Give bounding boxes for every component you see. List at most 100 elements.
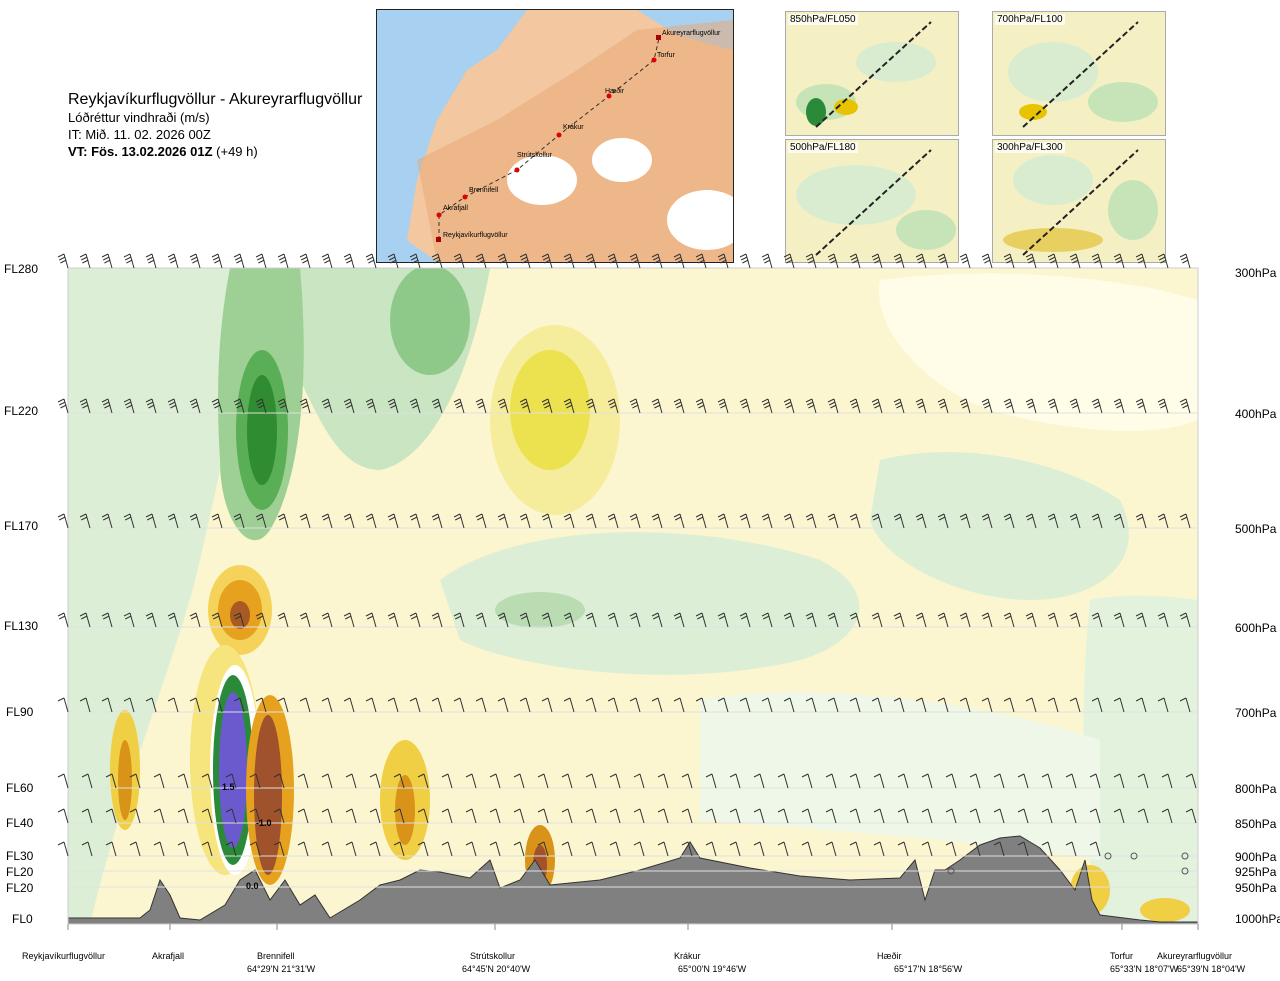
- wind-barb: [321, 513, 333, 529]
- wind-barb: [629, 513, 641, 529]
- panel-bg: [786, 140, 958, 262]
- wind-barb: [541, 398, 553, 414]
- wind-barb: [827, 513, 839, 529]
- wind-barb: [1185, 773, 1197, 789]
- wind-barb: [1157, 513, 1169, 529]
- wind-barb: [633, 808, 645, 824]
- wind-barb: [101, 398, 113, 414]
- wind-barb: [201, 841, 213, 857]
- wind-barb: [211, 612, 223, 628]
- wind-barb: [537, 841, 549, 857]
- wind-barb: [1003, 398, 1015, 414]
- wind-barb: [805, 612, 817, 628]
- wind-barb: [607, 697, 619, 713]
- wind-barb: [475, 513, 487, 529]
- wind-barb: [761, 697, 773, 713]
- wind-barb: [79, 513, 91, 529]
- wind-barb: [489, 773, 501, 789]
- wind-barb: [681, 773, 693, 789]
- hpa-label: 925hPa: [1235, 865, 1277, 879]
- wind-barb: [343, 697, 355, 713]
- wind-barb: [101, 253, 113, 269]
- panel-700hpa: 700hPa/FL100: [992, 11, 1166, 136]
- panel-label: 700hPa/FL100: [995, 14, 1065, 25]
- wind-barb: [321, 612, 333, 628]
- hpa-label: 500hPa: [1235, 522, 1277, 536]
- wind-barb: [1091, 398, 1103, 414]
- wind-barb: [475, 612, 487, 628]
- wind-barb: [1025, 513, 1037, 529]
- wind-barb: [145, 697, 157, 713]
- wind-barb: [981, 513, 993, 529]
- wind-barb: [739, 697, 751, 713]
- wind-barb: [993, 841, 1005, 857]
- wind-barb: [1113, 612, 1125, 628]
- fl-label: FL30: [6, 849, 34, 863]
- wind-barb: [1135, 697, 1147, 713]
- wind-barb: [729, 841, 741, 857]
- map-label: Brennifell: [469, 187, 499, 194]
- wind-barb: [827, 697, 839, 713]
- station-coord: 65°00'N 19°46'W: [678, 964, 747, 974]
- wind-barb: [673, 253, 685, 269]
- wind-barb: [1179, 513, 1191, 529]
- wind-barb: [277, 253, 289, 269]
- wind-barb: [1025, 398, 1037, 414]
- wind-barb: [849, 697, 861, 713]
- wind-barb: [387, 612, 399, 628]
- wind-barb: [297, 841, 309, 857]
- wind-barb: [1069, 612, 1081, 628]
- wind-barb: [431, 253, 443, 269]
- wind-barb: [1025, 253, 1037, 269]
- wind-barb: [1003, 697, 1015, 713]
- wind-barb: [123, 697, 135, 713]
- wind-barb: [129, 773, 141, 789]
- wind-barb: [893, 612, 905, 628]
- wind-barb: [409, 697, 421, 713]
- wind-barb: [959, 253, 971, 269]
- wind-barb: [871, 253, 883, 269]
- wind-barb: [945, 808, 957, 824]
- wind-barb: [321, 253, 333, 269]
- issue-time: IT: Mið. 11. 02. 2026 00Z: [68, 127, 211, 142]
- wind-barb: [825, 773, 837, 789]
- wind-barb: [777, 773, 789, 789]
- wind-barb: [805, 253, 817, 269]
- wind-barb: [1157, 398, 1169, 414]
- wind-barb: [431, 513, 443, 529]
- wind-barb: [81, 808, 93, 824]
- wind-barb: [211, 398, 223, 414]
- fl-label: FL20: [6, 881, 34, 895]
- wind-barb: [915, 513, 927, 529]
- wind-barb: [585, 398, 597, 414]
- wind-barb: [255, 398, 267, 414]
- route-map: Akureyrarflugvöllur Torfur Hæðir Krákur …: [376, 9, 734, 263]
- station-coord: 64°29'N 21°31'W: [247, 964, 316, 974]
- cross-section-field: [68, 268, 1198, 924]
- fl-label: FL40: [6, 816, 34, 830]
- wind-barb: [783, 612, 795, 628]
- wind-barb: [1003, 253, 1015, 269]
- wind-barb: [1041, 841, 1053, 857]
- wind-barb: [369, 808, 381, 824]
- wind-barb: [225, 808, 237, 824]
- wind-barb: [937, 513, 949, 529]
- station-label: Hæðir: [877, 951, 902, 961]
- wind-barb: [1069, 253, 1081, 269]
- wind-barb: [717, 612, 729, 628]
- fl-label: FL280: [4, 262, 39, 276]
- wind-barb: [607, 612, 619, 628]
- wind-barb: [465, 773, 477, 789]
- wind-barb: [563, 697, 575, 713]
- wind-barb: [417, 841, 429, 857]
- wind-barb: [1069, 398, 1081, 414]
- wind-barb: [273, 808, 285, 824]
- fl-label: FL60: [6, 781, 34, 795]
- wind-barb: [321, 841, 333, 857]
- wind-barb: [937, 253, 949, 269]
- wind-barb: [1135, 612, 1147, 628]
- wind-barb: [417, 773, 429, 789]
- wind-barb: [945, 773, 957, 789]
- wind-barb: [607, 398, 619, 414]
- wind-barb: [849, 841, 861, 857]
